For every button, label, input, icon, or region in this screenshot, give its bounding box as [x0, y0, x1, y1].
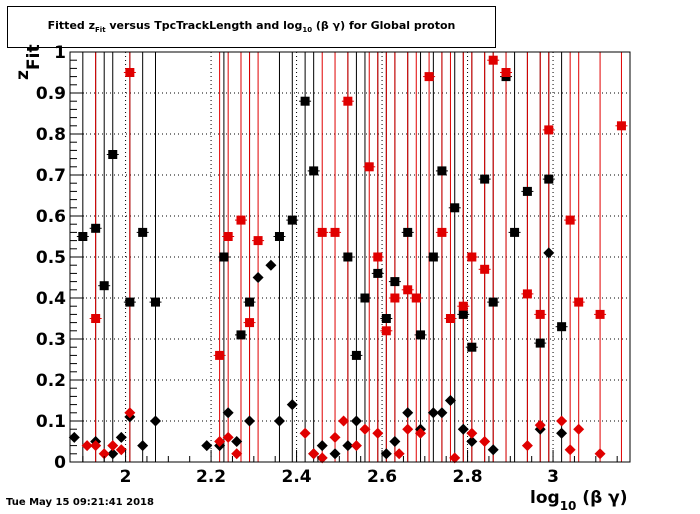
- data-point-diamond: [466, 427, 478, 439]
- data-point-diamond: [372, 427, 384, 439]
- data-point-diamond: [222, 431, 234, 443]
- y-axis-title: z Fit: [13, 44, 44, 80]
- data-point-diamond: [594, 448, 606, 460]
- data-point-diamond: [244, 415, 256, 427]
- data-point-diamond: [231, 448, 243, 460]
- data-point-diamond: [338, 415, 350, 427]
- y-tick-label: 0.6: [36, 207, 66, 227]
- y-tick-label: 0.2: [36, 371, 66, 391]
- data-point-diamond: [487, 444, 499, 456]
- data-point-diamond: [137, 440, 149, 452]
- y-tick-label: 0: [54, 453, 66, 473]
- data-point-diamond: [316, 452, 328, 464]
- x-axis-title: log10 (β γ): [530, 488, 628, 513]
- data-point-diamond: [107, 440, 119, 452]
- y-tick-label: 0.3: [36, 330, 66, 350]
- data-point-diamond: [466, 436, 478, 447]
- y-tick-label: 0.8: [36, 125, 66, 145]
- x-axis-title-tail: (β γ): [576, 488, 627, 508]
- x-tick-label: 2.2: [196, 467, 226, 487]
- title-mid-sub: 10: [302, 26, 313, 35]
- data-point-diamond: [214, 436, 226, 447]
- data-point-diamond: [265, 259, 277, 271]
- y-tick-label: 0.5: [36, 248, 66, 268]
- chart-title: Fitted zFit versus TpcTrackLength and lo…: [8, 19, 495, 34]
- data-point-diamond: [273, 415, 285, 427]
- y-tick-label: 0.7: [36, 166, 66, 186]
- data-point-diamond: [299, 427, 311, 439]
- axis-titles: log10 (β γ) z Fit: [13, 44, 628, 513]
- data-point-diamond: [350, 415, 362, 427]
- data-point-diamond: [308, 448, 320, 460]
- data-point-diamond: [329, 448, 341, 460]
- x-axis-title-sub: 10: [560, 499, 577, 513]
- x-tick-label: 2.6: [367, 467, 397, 487]
- chart-title-box: Fitted zFit versus TpcTrackLength and lo…: [7, 6, 496, 48]
- data-point-diamond: [427, 407, 439, 419]
- data-point-diamond: [124, 407, 136, 419]
- data-point-diamond: [231, 436, 243, 447]
- data-point-diamond: [98, 448, 110, 460]
- data-point-diamond: [115, 431, 127, 443]
- data-point-diamond: [107, 448, 119, 460]
- error-bars: [82, 52, 622, 462]
- data-point-diamond: [252, 272, 264, 283]
- data-point-diamond: [543, 247, 555, 259]
- data-point-diamond: [521, 440, 533, 452]
- data-point-diamond: [402, 423, 414, 435]
- data-point-diamond: [556, 415, 568, 427]
- data-point-diamond: [449, 452, 461, 464]
- data-point-diamond: [380, 448, 392, 460]
- data-point-diamond: [81, 440, 93, 452]
- data-point-diamond: [342, 440, 354, 452]
- data-point-diamond: [457, 423, 469, 435]
- data-point-diamond: [393, 448, 405, 460]
- data-point-diamond: [222, 407, 234, 419]
- data-point-diamond: [329, 431, 341, 443]
- y-axis-title-sub: Fit: [24, 44, 44, 70]
- axis-ticks: 2 2.2 2.4 2.6 2.8 3 0 0.1 0.2 0.3 0.4 0.5 0.6 0.7 0.8 0…: [36, 43, 618, 487]
- data-point-diamond: [415, 427, 427, 439]
- data-point-diamond: [359, 423, 371, 435]
- data-point-diamond: [436, 407, 448, 419]
- data-point-diamond: [389, 436, 401, 447]
- x-axis-title-main: log: [530, 488, 560, 508]
- data-point-diamond: [90, 440, 102, 452]
- data-point-diamond: [402, 407, 414, 419]
- x-tick-label: 2: [120, 467, 132, 487]
- y-tick-label: 0.1: [36, 412, 66, 432]
- data-point-diamond: [149, 415, 161, 427]
- data-point-diamond: [286, 399, 298, 411]
- title-pre: Fitted z: [47, 19, 96, 32]
- data-point-diamond: [316, 440, 328, 452]
- data-point-diamond: [556, 427, 568, 439]
- x-tick-label: 3: [547, 467, 559, 487]
- data-markers: [68, 55, 628, 464]
- data-point-diamond: [564, 444, 576, 456]
- title-post: (β γ) for Global proton: [312, 19, 456, 32]
- data-point-diamond: [534, 419, 546, 431]
- title-mid: versus TpcTrackLength and log: [105, 19, 303, 32]
- title-pre-sub: Fit: [95, 26, 106, 35]
- timestamp-footer: Tue May 15 09:21:41 2018: [6, 497, 154, 508]
- data-point-diamond: [479, 436, 491, 447]
- x-tick-label: 2.8: [452, 467, 482, 487]
- y-tick-label: 1: [54, 43, 66, 63]
- data-point-diamond: [201, 440, 213, 452]
- data-point-diamond: [573, 423, 585, 435]
- x-tick-label: 2.4: [282, 467, 312, 487]
- data-point-diamond: [115, 444, 127, 456]
- data-point-diamond: [350, 440, 362, 452]
- data-point-diamond: [444, 395, 456, 406]
- y-tick-label: 0.4: [36, 289, 66, 309]
- y-tick-label: 0.9: [36, 84, 66, 104]
- y-axis-title-main: z: [13, 70, 33, 80]
